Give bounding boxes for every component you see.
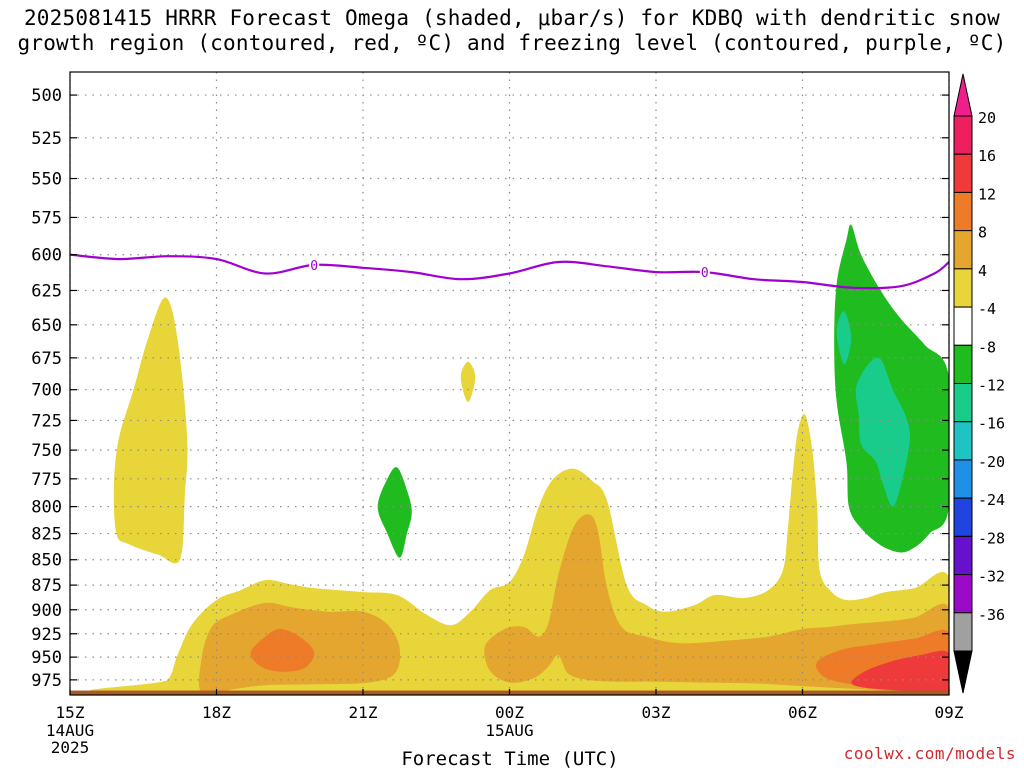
chart-title-line-2: growth region (contoured, red, ºC) and f… bbox=[17, 31, 1007, 55]
colorbar-swatch-13 bbox=[953, 574, 973, 614]
colorbar-swatch-12 bbox=[953, 535, 973, 576]
x-axis-label: Forecast Time (UTC) bbox=[401, 748, 618, 768]
x-tick-sublabel-15Z-1: 14AUG bbox=[46, 721, 94, 740]
colorbar-label-12: -28 bbox=[978, 529, 1005, 547]
colorbar-top-arrow bbox=[953, 73, 973, 117]
colorbar-swatch-14 bbox=[953, 612, 973, 652]
colorbar-label-7: -8 bbox=[978, 338, 996, 356]
y-tick-label-925: 925 bbox=[31, 625, 62, 645]
y-tick-label-800: 800 bbox=[31, 498, 62, 518]
omega-region-6 bbox=[250, 629, 315, 672]
colorbar-label-13: -32 bbox=[978, 568, 1005, 586]
colorbar-label-6: -4 bbox=[978, 300, 996, 318]
x-tick-label-15Z: 15Z bbox=[56, 703, 85, 722]
colorbar-swatch-10 bbox=[953, 459, 973, 499]
colorbar-swatch-5 bbox=[953, 268, 973, 308]
y-tick-label-700: 700 bbox=[31, 381, 62, 401]
y-axis: 500 525 550 575 600 625 650 675 700 725 750 775 800 8… bbox=[31, 86, 949, 691]
colorbar-label-3: 12 bbox=[978, 185, 996, 203]
y-tick-label-725: 725 bbox=[31, 411, 62, 431]
y-tick-label-825: 825 bbox=[31, 525, 62, 545]
colorbar-swatch-11 bbox=[953, 497, 973, 537]
y-tick-label-950: 950 bbox=[31, 648, 62, 668]
omega-region-2 bbox=[113, 297, 188, 564]
x-tick-label-18Z: 18Z bbox=[202, 703, 231, 722]
freezing-level-label-2: 0 bbox=[701, 266, 709, 281]
y-tick-label-900: 900 bbox=[31, 601, 62, 621]
colorbar-swatch-6 bbox=[953, 306, 973, 346]
colorbar-label-10: -20 bbox=[978, 453, 1005, 471]
freezing-level-line bbox=[70, 253, 949, 290]
x-tick-label-06Z: 06Z bbox=[788, 703, 817, 722]
omega-region-10 bbox=[377, 467, 412, 558]
colorbar-swatch-1 bbox=[953, 115, 973, 155]
colorbar-label-4: 8 bbox=[978, 224, 987, 242]
colorbar: 20 16 12 8 4 -4 -8 -12 -16 -20 -24 -28 -32 -36 bbox=[953, 73, 1005, 694]
x-tick-sublabel-15Z-2: 2025 bbox=[51, 738, 90, 757]
omega-region-12 bbox=[836, 311, 852, 365]
y-tick-label-675: 675 bbox=[31, 349, 62, 369]
y-tick-label-625: 625 bbox=[31, 281, 62, 301]
colorbar-swatch-9 bbox=[953, 421, 973, 461]
y-tick-label-500: 500 bbox=[31, 86, 62, 106]
colorbar-label-1: 20 bbox=[978, 109, 996, 127]
x-tick-label-09Z: 09Z bbox=[935, 703, 964, 722]
x-tick-label-00Z: 00Z bbox=[495, 703, 524, 722]
omega-region-11 bbox=[855, 357, 910, 507]
chart-title-line-1: 2025081415 HRRR Forecast Omega (shaded, … bbox=[23, 6, 1001, 30]
y-tick-label-600: 600 bbox=[31, 246, 62, 266]
y-tick-label-775: 775 bbox=[31, 470, 62, 490]
freezing-level-label-1: 0 bbox=[310, 259, 318, 274]
omega-shading bbox=[90, 224, 949, 695]
colorbar-label-11: -24 bbox=[978, 491, 1005, 509]
y-tick-label-975: 975 bbox=[31, 671, 62, 691]
y-tick-label-875: 875 bbox=[31, 576, 62, 596]
colorbar-bottom-arrow bbox=[953, 650, 973, 694]
colorbar-swatch-3 bbox=[953, 191, 973, 232]
colorbar-swatch-4 bbox=[953, 230, 973, 270]
colorbar-label-8: -12 bbox=[978, 377, 1005, 395]
x-tick-label-03Z: 03Z bbox=[642, 703, 671, 722]
x-tick-label-21Z: 21Z bbox=[349, 703, 378, 722]
y-tick-label-550: 550 bbox=[31, 170, 62, 190]
colorbar-swatch-2 bbox=[953, 153, 973, 193]
credit-text: coolwx.com/models bbox=[843, 744, 1016, 763]
y-tick-label-750: 750 bbox=[31, 441, 62, 461]
y-tick-label-575: 575 bbox=[31, 208, 62, 228]
chart-title: 2025081415 HRRR Forecast Omega (shaded, … bbox=[0, 6, 1024, 56]
colorbar-label-14: -36 bbox=[978, 606, 1005, 624]
colorbar-label-9: -16 bbox=[978, 415, 1005, 433]
omega-region-3 bbox=[460, 361, 476, 403]
omega-region-5 bbox=[484, 514, 949, 695]
y-tick-label-525: 525 bbox=[31, 129, 62, 149]
x-tick-sublabel-00Z-1: 15AUG bbox=[485, 721, 533, 740]
y-tick-label-650: 650 bbox=[31, 316, 62, 336]
freezing-level-label-bg-1 bbox=[309, 257, 320, 272]
colorbar-swatch-8 bbox=[953, 383, 973, 423]
omega-region-8 bbox=[851, 650, 949, 695]
colorbar-label-5: 4 bbox=[978, 262, 987, 280]
y-tick-label-850: 850 bbox=[31, 551, 62, 571]
colorbar-label-2: 16 bbox=[978, 147, 996, 165]
colorbar-swatch-7 bbox=[953, 344, 973, 384]
freezing-level-label-bg-2 bbox=[699, 265, 710, 280]
